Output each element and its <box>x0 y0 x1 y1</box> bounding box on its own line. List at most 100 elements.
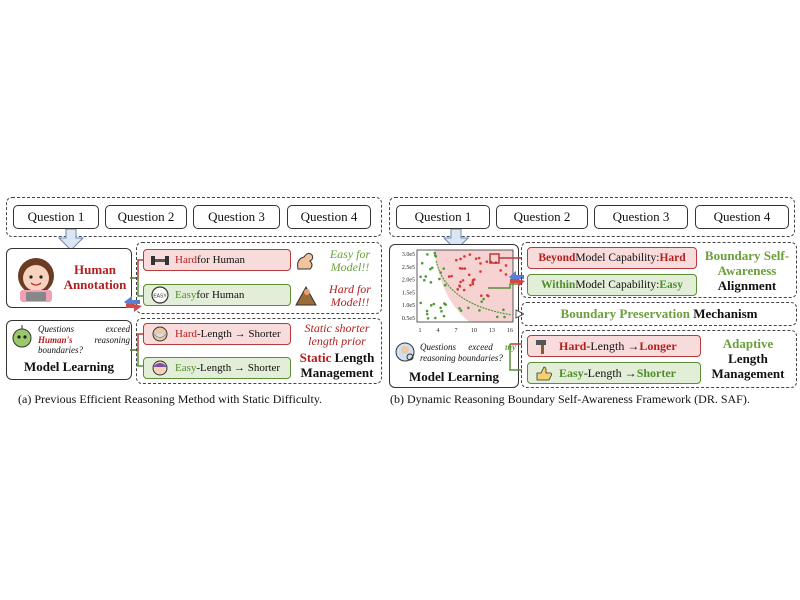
hard-point <box>474 257 478 260</box>
left-question-post: reasoning boundaries? <box>38 334 130 356</box>
thinking-person-icon <box>395 342 415 362</box>
easy-point <box>495 315 499 319</box>
x-tick-label: 7 <box>455 328 458 334</box>
easy-point <box>442 314 446 318</box>
hard-point <box>479 262 482 265</box>
hard-word: Hard <box>175 254 197 266</box>
easy-point <box>426 253 429 256</box>
bsa-region <box>521 242 797 298</box>
easy-point <box>482 297 485 301</box>
hard-point <box>504 264 508 267</box>
hard-point <box>461 267 464 270</box>
weights-icon <box>151 256 169 265</box>
x-tick-label: 4 <box>437 328 440 334</box>
hard-point <box>477 256 481 260</box>
bsa-label: Boundary Self-Awareness Alignment <box>700 248 794 293</box>
left-question-3: Question 3 <box>193 205 280 229</box>
bpm-rest: Mechanism <box>689 306 758 321</box>
hard-point <box>463 267 467 270</box>
easy-point <box>429 267 432 271</box>
hard-point <box>462 288 466 292</box>
left-connectors-top <box>130 259 144 297</box>
right-hard-length-pill: Hard -Length → Longer <box>527 335 701 357</box>
beyond-mid: Model Capability: <box>575 252 660 264</box>
right-question-1: Question 1 <box>396 205 490 229</box>
human-annotation-label: Human Annotation <box>63 262 127 292</box>
easy-for-model-label: Easy for Model!! <box>329 247 371 274</box>
left-question-text: Questions exceed Human's reasoning bound… <box>38 324 130 356</box>
bpm-label: Boundary Preservation Mechanism <box>521 306 797 322</box>
hard-point <box>458 267 462 270</box>
alm-rest: Length Management <box>711 351 785 381</box>
left-question-pre: Questions exceed <box>38 324 130 334</box>
right-hard-target: Longer <box>639 338 677 353</box>
flexed-arm-icon <box>297 252 314 270</box>
left-sync-icon <box>124 296 142 312</box>
y-tick-label: 3.0e5 <box>402 252 415 258</box>
hard-point <box>447 275 451 278</box>
x-tick-label: 13 <box>489 328 495 334</box>
hard-point <box>450 274 453 278</box>
alm-colored: Adaptive <box>722 336 774 351</box>
boundary-curve <box>435 260 512 316</box>
right-caption: (b) Dynamic Reasoning Boundary Self-Awar… <box>390 392 750 406</box>
right-easy-word: Easy <box>559 365 584 380</box>
right-model-learning-label: Model Learning <box>409 369 499 384</box>
climbing-icon <box>295 285 317 306</box>
y-tick-label: 2.5e5 <box>402 265 415 271</box>
hammer-icon <box>536 340 546 354</box>
hard-point <box>461 279 465 282</box>
y-tick-label: 0.5e5 <box>402 316 415 322</box>
right-easy-length-pill: Easy -Length → Shorter <box>527 362 701 384</box>
right-hard-word: Hard <box>559 338 587 353</box>
bpm-colored: Boundary Preservation <box>560 306 690 321</box>
hard-point <box>455 258 458 262</box>
y-tick-label: 1.0e5 <box>402 303 415 309</box>
easy-point <box>439 306 442 310</box>
right-easy-target: Shorter <box>636 365 677 380</box>
easy-point <box>422 278 426 282</box>
beyond-level: Hard <box>659 252 686 264</box>
easy-point <box>502 308 505 312</box>
x-tick-label: 1 <box>419 328 422 334</box>
right-hard-mid: -Length → <box>586 338 640 353</box>
left-down-arrow <box>58 229 84 251</box>
easy-point <box>419 301 423 305</box>
easy-point <box>419 275 422 279</box>
right-easy-mid: -Length → <box>583 365 637 380</box>
easy-point <box>425 312 429 316</box>
easy-point <box>478 309 481 312</box>
hard-point <box>485 293 489 297</box>
old-man-icon <box>152 326 168 342</box>
hard-point <box>499 269 502 272</box>
easy-point <box>434 316 437 320</box>
right-question-3: Question 3 <box>594 205 688 229</box>
easy-point <box>443 302 446 305</box>
plot-frame <box>416 249 514 323</box>
y-tick-label: 1.5e5 <box>402 290 415 296</box>
static-prior-label: Static shorter length prior <box>304 321 370 348</box>
within-mid: Model Capability: <box>575 279 660 291</box>
hard-region <box>434 250 513 322</box>
static-mgmt-label: Static Length Management <box>293 350 381 380</box>
left-easy-length-word: Easy <box>175 362 197 374</box>
easy-point <box>459 309 463 312</box>
left-question-2: Question 2 <box>105 205 187 229</box>
y-tick-label: 2.0e5 <box>402 278 415 284</box>
robot-icon <box>12 325 32 348</box>
bsa-rest: Alignment <box>717 278 777 293</box>
easy-badge-text: EASY <box>153 294 167 300</box>
left-easy-length-pill: Easy -Length → Shorter <box>143 357 291 379</box>
hard-point <box>467 273 471 277</box>
bsa-colored: Boundary Self-Awareness <box>704 248 790 278</box>
hard-point <box>472 278 476 281</box>
left-hard-length-pill: Hard -Length → Shorter <box>143 323 291 345</box>
easy-point <box>429 304 433 307</box>
easy-word: Easy <box>175 289 197 301</box>
child-icon <box>152 360 168 376</box>
left-question-4: Question 4 <box>287 205 371 229</box>
static-mgmt-rest: Length Management <box>300 350 375 380</box>
easy-point <box>442 267 446 270</box>
left-connectors-bottom <box>130 333 144 367</box>
easy-point <box>467 306 470 310</box>
